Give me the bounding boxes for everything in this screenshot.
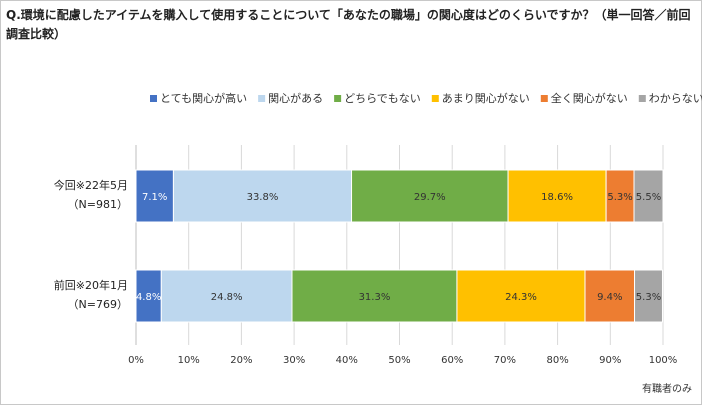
x-tick-label: 50% <box>388 355 410 366</box>
x-tick-label: 20% <box>230 355 252 366</box>
x-tick-label: 80% <box>546 355 568 366</box>
legend-swatch <box>638 95 646 102</box>
bar-segment <box>605 169 635 223</box>
bar-segment <box>584 269 636 323</box>
x-tick-label: 90% <box>599 355 621 366</box>
x-tick-label: 0% <box>128 355 144 366</box>
data-label: 5.3% <box>607 192 632 203</box>
data-label: 29.7% <box>414 192 446 203</box>
legend-label: とても関心が高い <box>160 91 247 105</box>
legend-label: どちらでもない <box>344 92 421 105</box>
x-tick-label: 40% <box>336 355 358 366</box>
legend-swatch <box>540 95 548 102</box>
data-label: 9.4% <box>597 292 622 303</box>
bar-segment <box>456 269 586 323</box>
data-label: 24.8% <box>211 292 243 303</box>
x-tick-label: 10% <box>178 355 200 366</box>
legend-swatch <box>150 95 157 102</box>
data-label: 5.5% <box>636 192 661 203</box>
legend-label: 全く関心がない <box>551 91 628 105</box>
data-label: 7.1% <box>142 192 167 203</box>
legend-swatch <box>258 95 266 102</box>
data-label: 33.8% <box>247 192 279 203</box>
chart-title: Q.環境に配慮したアイテムを購入して使用することについて「あなたの職場」の関心度… <box>6 8 691 41</box>
x-tick-label: 70% <box>494 355 516 366</box>
data-label: 24.3% <box>505 292 537 303</box>
x-tick-label: 30% <box>283 355 305 366</box>
data-label: 18.6% <box>541 192 573 203</box>
bar-segment <box>634 269 663 323</box>
data-label: 31.3% <box>359 292 391 303</box>
legend-label: わからない <box>649 92 702 105</box>
data-label: 5.3% <box>636 292 661 303</box>
x-tick-label: 100% <box>649 355 678 366</box>
data-label: 4.8% <box>136 292 161 303</box>
footnote: 有職者のみ <box>642 384 692 395</box>
legend-swatch <box>431 95 439 102</box>
bar-segment <box>291 269 458 323</box>
x-tick-label: 60% <box>441 355 463 366</box>
bar-segment <box>135 269 162 323</box>
category-n-label: （N=981） <box>68 198 128 211</box>
legend-label: 関心がある <box>268 91 323 105</box>
legend-label: あまり関心がない <box>442 91 530 105</box>
bar-segment <box>633 169 664 223</box>
bar-segment <box>507 169 607 223</box>
category-n-label: （N=769） <box>68 298 128 311</box>
legend-swatch <box>334 95 342 102</box>
category-label: 前回※20年1月 <box>54 278 128 292</box>
category-label: 今回※22年5月 <box>54 178 128 192</box>
